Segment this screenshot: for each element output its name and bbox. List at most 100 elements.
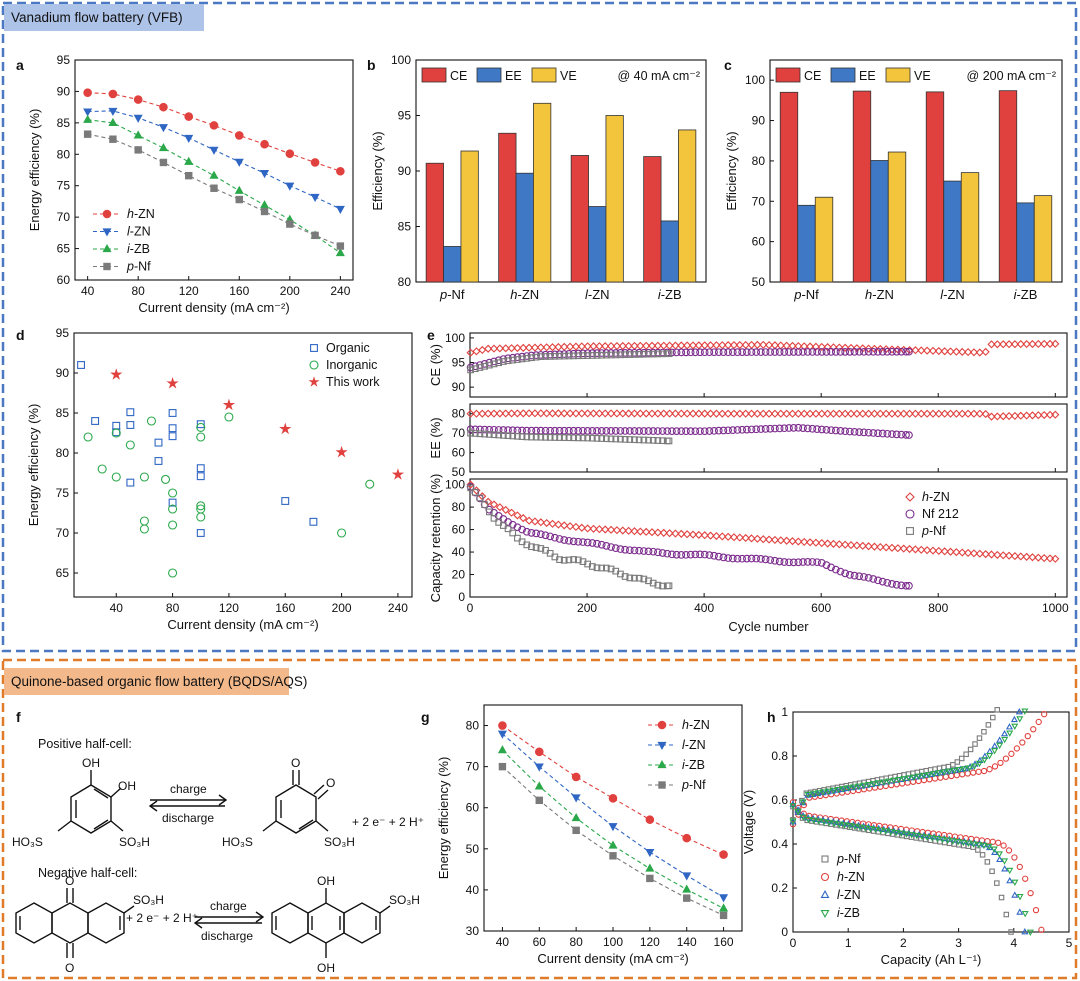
point-p-Nf bbox=[514, 432, 521, 440]
point-p-Nf bbox=[498, 762, 507, 771]
point-h-ZN bbox=[899, 409, 908, 418]
point-h-ZN bbox=[805, 538, 815, 547]
point-Nf 212 bbox=[630, 546, 639, 555]
point-h-ZN bbox=[811, 538, 820, 547]
bar-EE bbox=[870, 160, 889, 283]
point-p-Nf bbox=[476, 364, 484, 371]
charge-point-h-ZN bbox=[953, 771, 960, 779]
point-Nf 212 bbox=[616, 545, 625, 553]
point-p-Nf bbox=[635, 574, 643, 582]
point-Nf 212 bbox=[668, 427, 676, 435]
point-p-Nf bbox=[645, 350, 652, 358]
point-h-ZN bbox=[835, 540, 844, 549]
so3h-label: SO₃H bbox=[133, 893, 164, 907]
legend-swatch-CE bbox=[775, 67, 801, 83]
point-Inorganic bbox=[111, 472, 121, 482]
point-Nf 212 bbox=[686, 427, 695, 436]
point-p-Nf bbox=[665, 350, 673, 358]
point-i-ZB bbox=[719, 903, 729, 912]
point-Nf 212 bbox=[551, 426, 559, 435]
point-Nf 212 bbox=[565, 426, 573, 435]
point-p-Nf bbox=[654, 437, 662, 444]
legend-label-Organic: Organic bbox=[326, 341, 370, 355]
y-tick-label: 80 bbox=[466, 719, 480, 733]
point-Nf 212 bbox=[827, 426, 835, 435]
chart-c: 50 60 70 80 90 100 Efficiency (%) p-Nf h-ZN l-ZN i… bbox=[724, 59, 1063, 302]
y-tick-label: 100 bbox=[391, 53, 411, 67]
bqds-section-frame bbox=[1, 658, 1078, 980]
legend-marker-p-Nf bbox=[658, 781, 666, 789]
point-h-ZN bbox=[525, 516, 534, 525]
point-h-ZN bbox=[882, 409, 891, 418]
point-h-ZN bbox=[542, 409, 551, 418]
legend-label-CE: CE bbox=[804, 69, 821, 83]
point-Nf 212 bbox=[663, 427, 672, 435]
point-h-ZN bbox=[735, 409, 744, 418]
panel-letter-g: g bbox=[421, 709, 430, 725]
point-p-Nf bbox=[579, 434, 587, 442]
point-h-ZN bbox=[1040, 410, 1049, 420]
point-Nf 212 bbox=[588, 539, 597, 547]
point-h-ZN bbox=[1028, 553, 1037, 562]
point-h-ZN bbox=[719, 850, 728, 859]
y-tick-label: 80 bbox=[56, 446, 70, 460]
point-Nf 212 bbox=[551, 533, 559, 542]
point-Nf 212 bbox=[799, 558, 807, 566]
point-h-ZN bbox=[987, 412, 996, 421]
discharge-point-h-ZN bbox=[1011, 854, 1018, 861]
point-p-Nf bbox=[607, 565, 615, 573]
point-p-Nf bbox=[621, 435, 629, 443]
legend-marker--ZN bbox=[905, 492, 915, 502]
discharge-point-p-Nf bbox=[975, 847, 981, 853]
y-tick-label: 0.2 bbox=[771, 881, 788, 895]
x-tick-label: 120 bbox=[640, 935, 660, 949]
point-Nf 212 bbox=[771, 556, 779, 565]
point-Organic bbox=[196, 529, 205, 537]
legend-marker-i-ZB bbox=[657, 759, 667, 769]
y-tick-label: 90 bbox=[452, 380, 466, 394]
discharge-point-i-ZB bbox=[944, 837, 952, 844]
point-p-Nf bbox=[500, 431, 507, 439]
charge-point-i-ZB bbox=[870, 781, 878, 788]
point-Nf 212 bbox=[860, 428, 868, 437]
bond bbox=[110, 820, 124, 832]
charge-point-i-ZB bbox=[865, 781, 873, 789]
point-Nf 212 bbox=[846, 427, 854, 436]
point-h-ZN bbox=[683, 409, 692, 418]
point-i-ZB bbox=[335, 247, 345, 257]
point-Nf 212 bbox=[836, 348, 845, 356]
point-p-Nf bbox=[495, 359, 503, 367]
x-tick-label: 0 bbox=[790, 936, 797, 950]
point-This work bbox=[166, 377, 179, 389]
point-Nf 212 bbox=[822, 425, 831, 434]
point-Nf 212 bbox=[864, 347, 873, 356]
discharge-point-i-ZB bbox=[975, 842, 983, 849]
discharge-label: discharge bbox=[201, 929, 253, 943]
point-Nf 212 bbox=[579, 426, 587, 435]
point-Organic bbox=[309, 517, 318, 526]
point-Nf 212 bbox=[485, 425, 494, 434]
legend-label-Nf 212: Nf 212 bbox=[922, 507, 959, 521]
charge-point-i-ZB bbox=[960, 766, 968, 773]
point-h-ZN bbox=[975, 549, 984, 558]
legend-label-i-ZB: i-ZB bbox=[127, 242, 150, 256]
point-Nf 212 bbox=[696, 348, 704, 357]
charge-point-h-ZN bbox=[1030, 726, 1037, 733]
point-Nf 212 bbox=[672, 427, 681, 435]
point-Nf 212 bbox=[897, 430, 906, 439]
discharge-point-i-ZB bbox=[1006, 867, 1014, 875]
point-Nf 212 bbox=[846, 347, 854, 356]
y-axis-label: CE (%) bbox=[428, 344, 443, 386]
point-p-Nf bbox=[560, 434, 568, 441]
point-h-ZN bbox=[548, 519, 557, 528]
discharge-point-i-ZB bbox=[794, 808, 802, 816]
point-h-ZN bbox=[519, 514, 528, 523]
point-h-ZN bbox=[841, 343, 850, 352]
x-tick-label: 160 bbox=[714, 935, 734, 949]
legend-swatch-VE bbox=[531, 67, 557, 83]
so3h-label: SO₃H bbox=[324, 835, 355, 849]
point-Nf 212 bbox=[719, 553, 728, 562]
point-h-ZN bbox=[712, 341, 721, 350]
point-p-Nf bbox=[635, 351, 643, 358]
point-h-ZN bbox=[864, 542, 873, 551]
